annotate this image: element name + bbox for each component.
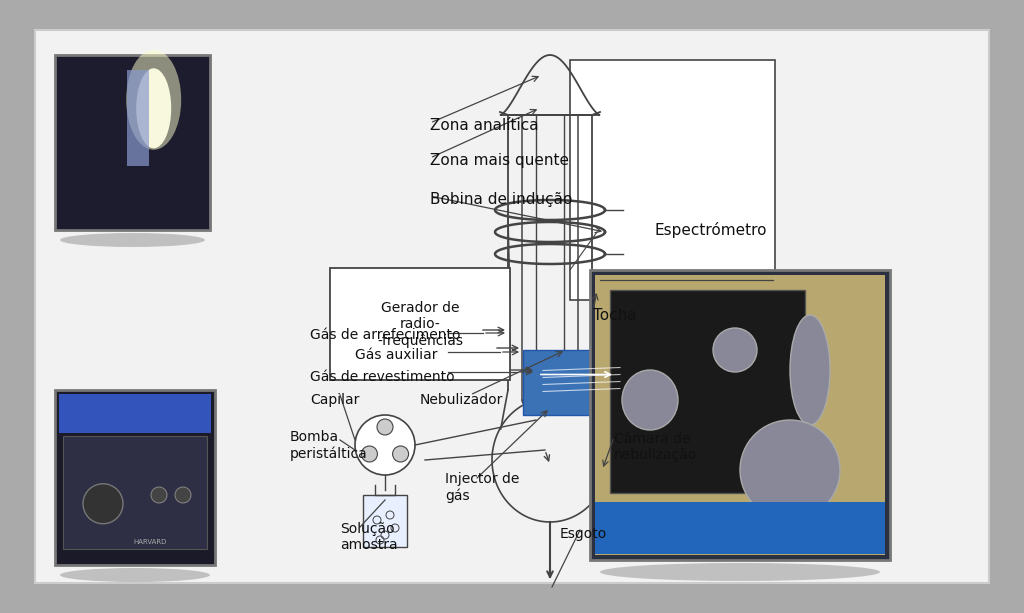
Bar [127,70,150,166]
Text: Espectrómetro: Espectrómetro [655,222,768,238]
Text: Câmara de
nebulização: Câmara de nebulização [614,432,697,462]
Ellipse shape [713,328,757,372]
Text: Gerador de
radio-
-frequências: Gerador de radio- -frequências [377,300,463,348]
Text: Bobina de indução: Bobina de indução [430,192,572,207]
Text: Bomba
peristáltica: Bomba peristáltica [290,430,368,461]
Bar [330,268,510,380]
Bar [63,435,207,549]
Circle shape [377,419,393,435]
Ellipse shape [126,50,181,150]
Bar [59,394,211,433]
Bar [523,350,630,415]
Circle shape [361,446,378,462]
Circle shape [151,487,167,503]
Text: Zona analítica: Zona analítica [430,118,539,133]
Ellipse shape [740,420,840,520]
Bar [595,275,885,555]
Ellipse shape [622,370,678,430]
Bar [362,495,407,547]
Ellipse shape [136,68,171,148]
Bar [55,55,210,230]
Text: HARVARD: HARVARD [133,539,167,545]
Bar [590,270,890,560]
Text: Solução
amostra: Solução amostra [340,522,397,552]
Ellipse shape [790,315,830,425]
Text: Esgoto: Esgoto [560,527,607,541]
Text: Gás auxiliar: Gás auxiliar [355,348,437,362]
Bar [570,60,775,300]
Bar [595,502,885,554]
Text: Nebulizador: Nebulizador [420,393,504,407]
Ellipse shape [60,568,210,582]
Circle shape [355,415,415,475]
Text: Gás de revestimento: Gás de revestimento [310,370,455,384]
Circle shape [83,484,123,524]
Bar [55,390,215,565]
Text: Tocha: Tocha [593,308,637,323]
Circle shape [392,446,409,462]
Circle shape [175,487,191,503]
Text: Gás de arrefecimento: Gás de arrefecimento [310,328,461,342]
Bar [610,290,805,493]
Ellipse shape [600,563,880,581]
Text: Capilar: Capilar [310,393,359,407]
Text: Injector de
gás: Injector de gás [445,472,519,503]
Ellipse shape [60,233,205,247]
Text: Zona mais quente: Zona mais quente [430,153,569,168]
